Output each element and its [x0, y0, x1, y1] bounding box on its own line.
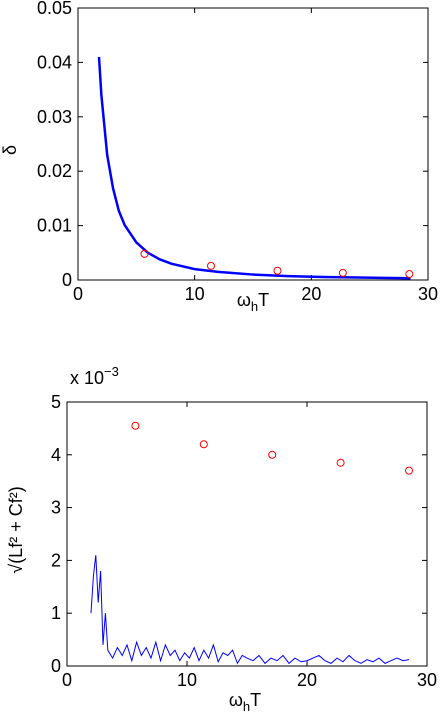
x-axis-label: ωhT [229, 690, 261, 714]
data-line [90, 555, 410, 665]
y-axis-label: √(Lf² + Cf²) [6, 486, 26, 573]
x-label-part: T [258, 290, 269, 310]
axes-box [77, 7, 429, 281]
x-tick-label: 30 [418, 284, 438, 304]
x-tick-label: 0 [62, 670, 72, 690]
y-tick-label: 0.05 [37, 0, 72, 18]
axes-box [66, 401, 428, 667]
plot: 0 10 20 30 0 1 2 3 4 5 ωhT √(Lf² + Cf²) x 10−3 [6, 364, 437, 714]
data-point [268, 450, 277, 459]
data-point [336, 458, 345, 467]
y-tick-label: 3 [51, 498, 61, 518]
x-tick-label: 30 [417, 670, 437, 690]
y-tick-label: 0 [62, 270, 72, 290]
x-label-part: ω [237, 290, 251, 310]
scale-base: x 10 [70, 368, 104, 388]
x-label-part: ω [229, 690, 243, 710]
y-tick-label: 0.03 [37, 107, 72, 127]
data-point [273, 266, 282, 275]
y-tick-label: 0 [51, 656, 61, 676]
axis-scale: x 10−3 [70, 364, 119, 388]
data-point [207, 261, 215, 270]
x-label-part: h [243, 699, 250, 714]
data-point [140, 249, 149, 258]
data-point [131, 421, 140, 430]
y-tick-label: 1 [51, 603, 61, 623]
y-tick-label: 0.01 [37, 216, 72, 236]
data-point [405, 270, 414, 279]
y-tick-label: 4 [51, 445, 61, 465]
scale-exp: −3 [104, 364, 119, 379]
data-point [199, 440, 208, 449]
data-line [97, 56, 411, 280]
y-axis-label: δ [0, 145, 20, 155]
x-tick-label: 10 [185, 284, 205, 304]
y-tick-label: 5 [51, 392, 61, 412]
x-axis-label: ωhT [237, 290, 269, 314]
x-tick-label: 20 [297, 670, 317, 690]
y-tick-label: 2 [51, 550, 61, 570]
y-tick-label: 0.04 [37, 52, 72, 72]
y-tick-label: 0.02 [37, 161, 72, 181]
x-label-part: h [251, 299, 258, 314]
x-tick-label: 10 [177, 670, 197, 690]
x-tick-label: 20 [301, 284, 321, 304]
x-tick-label: 0 [73, 284, 83, 304]
data-point [338, 268, 347, 277]
data-point [405, 466, 413, 475]
x-label-part: T [250, 690, 261, 710]
